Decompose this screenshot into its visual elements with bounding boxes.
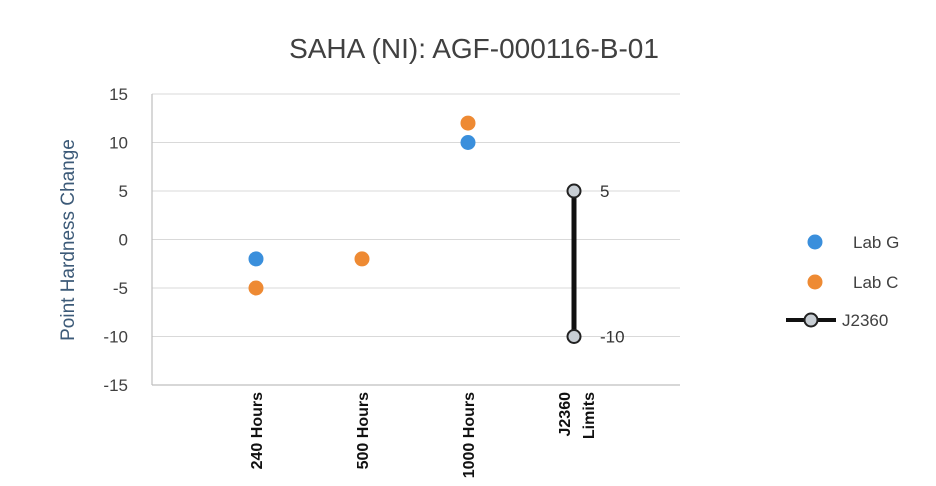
y-axis-ticks: 15 10 5 0 -5 -10 -15 bbox=[103, 85, 128, 395]
legend-label: Lab C bbox=[853, 273, 898, 292]
j2360-limit-point bbox=[566, 183, 582, 199]
y-tick-label: -15 bbox=[103, 376, 128, 395]
lab-c-point bbox=[460, 115, 476, 131]
x-tick-label: 500 Hours bbox=[355, 392, 372, 469]
limit-annotation: -10 bbox=[600, 328, 625, 347]
legend-marker bbox=[807, 234, 823, 250]
legend-label: J2360 bbox=[842, 311, 888, 330]
lab-g-point bbox=[460, 135, 476, 150]
y-tick-label: 15 bbox=[109, 85, 128, 104]
y-tick-label: 5 bbox=[119, 182, 128, 201]
legend-marker bbox=[807, 274, 823, 290]
legend: Lab G Lab C J2360 bbox=[786, 233, 899, 330]
y-tick-label: 0 bbox=[119, 231, 128, 250]
legend-label: Lab G bbox=[853, 233, 899, 252]
legend-marker bbox=[803, 312, 819, 328]
chart-title: SAHA (NI): AGF-000116-B-01 bbox=[289, 33, 659, 64]
annotations: 5 -10 bbox=[600, 182, 625, 347]
lab-c-point bbox=[354, 251, 370, 267]
x-axis-ticks: 240 Hours 500 Hours 1000 Hours J2360 Limits bbox=[249, 392, 598, 478]
gridlines bbox=[151, 93, 680, 386]
j2360-limit-point bbox=[566, 329, 582, 344]
x-tick-label: 1000 Hours bbox=[461, 392, 478, 478]
y-tick-label: -5 bbox=[113, 279, 128, 298]
series-layer bbox=[248, 115, 582, 344]
lab-g-point bbox=[248, 251, 264, 267]
lab-c-point bbox=[248, 280, 264, 296]
limit-annotation: 5 bbox=[600, 182, 609, 201]
x-tick-label: Limits bbox=[581, 392, 598, 439]
x-tick-label: 240 Hours bbox=[249, 392, 266, 469]
x-tick-label: J2360 bbox=[557, 392, 574, 437]
y-tick-label: -10 bbox=[103, 328, 128, 347]
y-tick-label: 10 bbox=[109, 134, 128, 153]
y-axis-label: Point Hardness Change bbox=[58, 139, 79, 341]
